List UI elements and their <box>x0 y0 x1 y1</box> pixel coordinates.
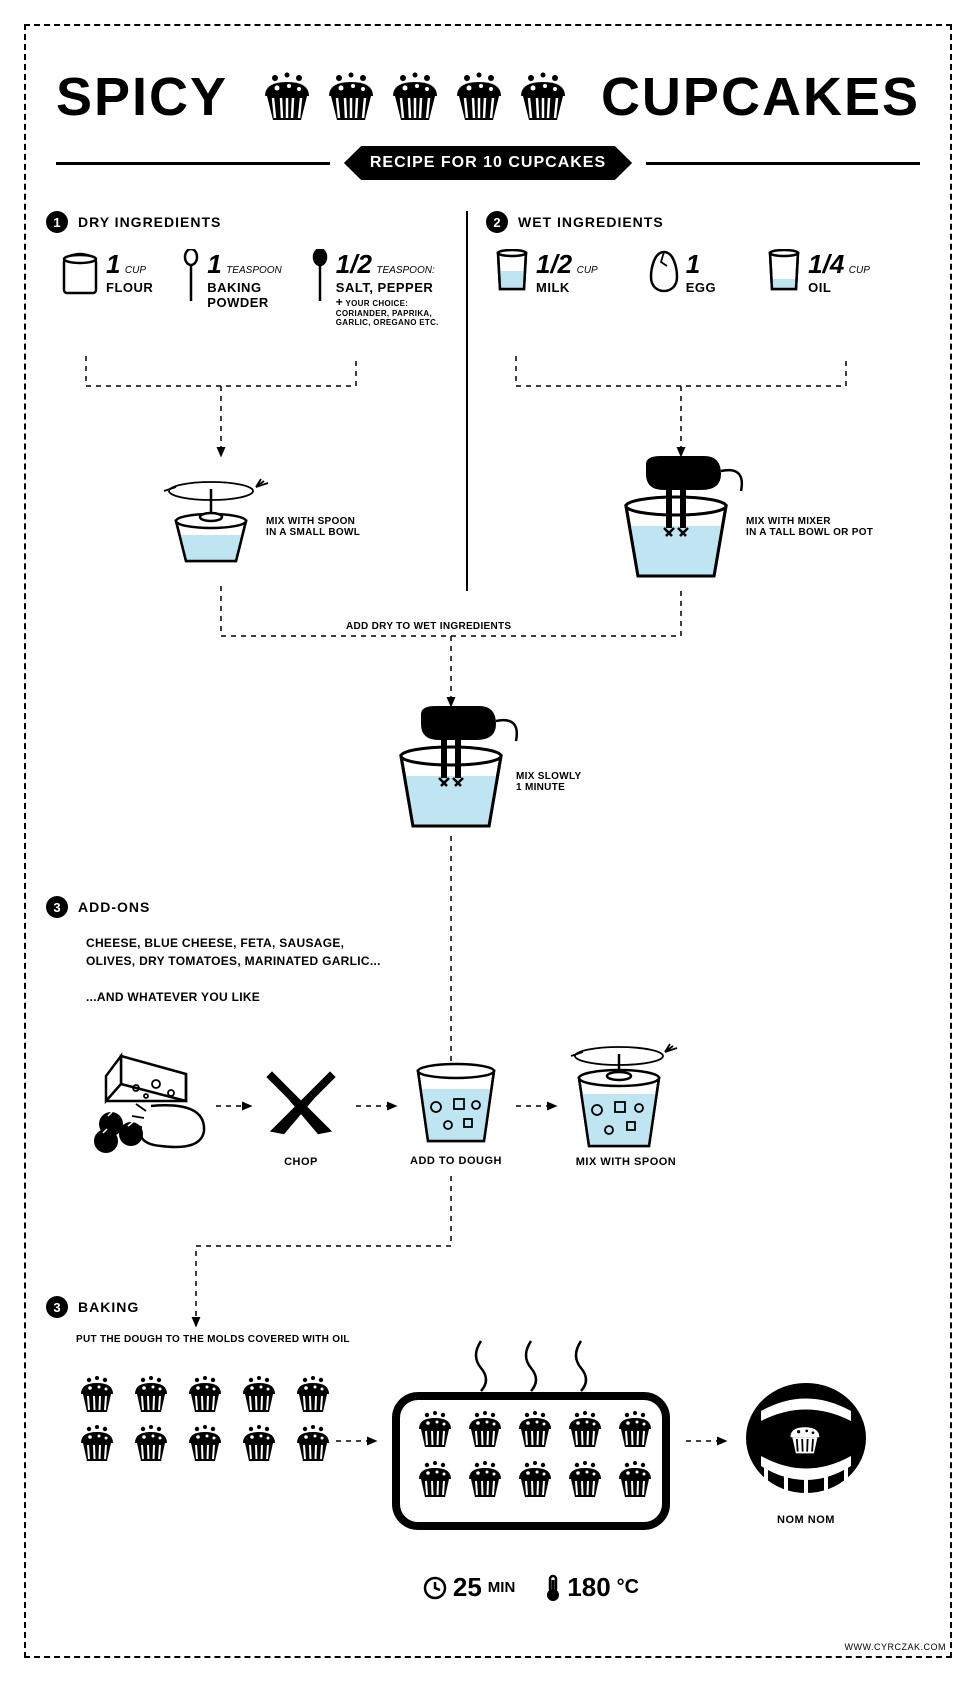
baking-instruction: PUT THE DOUGH TO THE MOLDS COVERED WITH … <box>76 1334 350 1345</box>
cupcake-icon <box>238 1376 284 1418</box>
oven-icon <box>386 1336 676 1566</box>
cupcake-icon <box>184 1425 230 1467</box>
chop-label: CHOP <box>251 1156 351 1168</box>
mix-spoon-label: MIX WITH SPOON <box>561 1156 691 1168</box>
addons-list: CHEESE, BLUE CHEESE, FETA, SAUSAGE, OLIV… <box>86 934 381 970</box>
mix-all-label: MIX SLOWLY 1 MINUTE <box>516 771 581 793</box>
mix-dry-label: MIX WITH SPOON IN A SMALL BOWL <box>266 516 360 538</box>
baking-section: 3 BAKING PUT THE DOUGH TO THE MOLDS COVE… <box>46 1296 350 1345</box>
cupcake-icon <box>130 1425 176 1467</box>
mixer-icon <box>606 456 766 586</box>
bake-time: 25 MIN <box>423 1572 515 1603</box>
section-title-addons: ADD-ONS <box>78 899 150 915</box>
credit-url: WWW.CYRCZAK.COM <box>845 1642 947 1652</box>
nom-nom-label: NOM NOM <box>736 1514 876 1526</box>
bake-temp: 180 °C <box>545 1572 639 1603</box>
combine-label: ADD DRY TO WET INGREDIENTS <box>346 621 511 632</box>
cupcake-icon <box>76 1425 122 1467</box>
step-badge-baking: 3 <box>46 1296 68 1318</box>
cupcake-icon <box>238 1425 284 1467</box>
thermometer-icon <box>545 1574 561 1602</box>
addons-section: 3 ADD-ONS CHEESE, BLUE CHEESE, FETA, SAU… <box>46 896 381 1006</box>
eat-step: NOM NOM <box>736 1376 876 1526</box>
mold-grid <box>76 1376 340 1470</box>
add-dough-label: ADD TO DOUGH <box>406 1155 506 1167</box>
clock-icon <box>423 1576 447 1600</box>
chop-step: CHOP <box>251 1056 351 1168</box>
cupcake-icon <box>292 1376 338 1418</box>
cupcake-icon <box>184 1376 230 1418</box>
knives-icon <box>251 1056 351 1156</box>
bowl-spoon-chunks-icon <box>561 1036 691 1156</box>
bowl-chunks-icon <box>406 1061 506 1151</box>
step-badge-addons: 3 <box>46 896 68 918</box>
mix-spoon-step: MIX WITH SPOON <box>561 1036 691 1168</box>
cupcake-icon <box>292 1425 338 1467</box>
addons-ingredients-icon <box>86 1046 216 1156</box>
mix-wet-label: MIX WITH MIXER IN A TALL BOWL OR POT <box>746 516 873 538</box>
section-title-baking: BAKING <box>78 1299 139 1315</box>
addons-extra: ...AND WHATEVER YOU LIKE <box>86 988 381 1006</box>
mouth-icon <box>736 1376 876 1506</box>
add-to-dough-step: ADD TO DOUGH <box>406 1061 506 1167</box>
oven-step: 25 MIN 180 °C <box>386 1336 676 1603</box>
cupcake-icon <box>76 1376 122 1418</box>
mix-wet-step <box>606 456 766 586</box>
cupcake-icon <box>130 1376 176 1418</box>
